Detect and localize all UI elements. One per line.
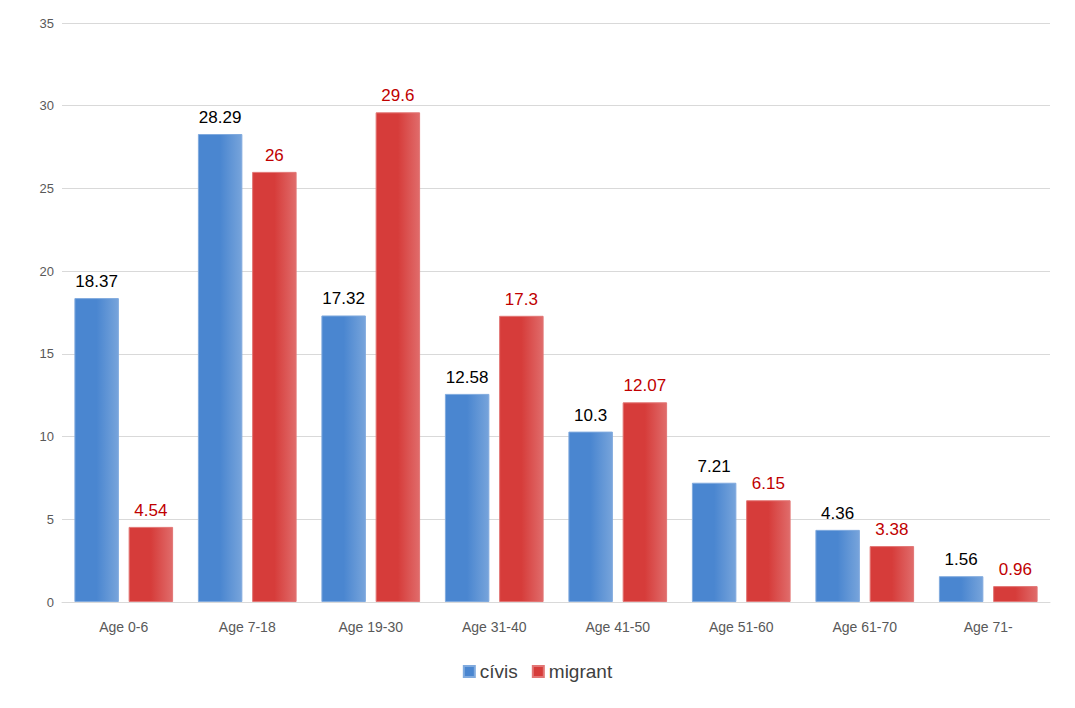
svg-text:20: 20 [40,264,54,279]
svg-text:5: 5 [47,512,54,527]
svg-text:migrant: migrant [549,661,613,682]
svg-text:35: 35 [40,16,54,31]
svg-text:15: 15 [40,346,54,361]
svg-text:Age 51-60: Age 51-60 [709,619,774,635]
svg-text:Age 0-6: Age 0-6 [99,619,148,635]
svg-text:10: 10 [40,429,54,444]
svg-text:Age 31-40: Age 31-40 [462,619,527,635]
svg-text:17.32: 17.32 [322,289,365,308]
svg-text:0: 0 [47,595,54,610]
svg-text:3.38: 3.38 [875,520,908,539]
svg-text:1.56: 1.56 [945,550,978,569]
svg-text:17.3: 17.3 [505,290,538,309]
svg-text:4.36: 4.36 [821,504,854,523]
svg-text:Age 7-18: Age 7-18 [219,619,276,635]
svg-text:12.07: 12.07 [624,376,667,395]
svg-text:0.96: 0.96 [999,560,1032,579]
svg-text:Age 19-30: Age 19-30 [338,619,403,635]
svg-text:10.3: 10.3 [574,406,607,425]
svg-text:6.15: 6.15 [752,474,785,493]
svg-text:18.37: 18.37 [75,272,118,291]
svg-text:Age 41-50: Age 41-50 [585,619,650,635]
svg-text:29.6: 29.6 [381,86,414,105]
svg-text:30: 30 [40,98,54,113]
svg-text:7.21: 7.21 [698,457,731,476]
svg-text:26: 26 [265,146,284,165]
svg-text:Age 61-70: Age 61-70 [832,619,897,635]
svg-text:Age 71-: Age 71- [964,619,1013,635]
svg-text:12.58: 12.58 [446,368,489,387]
svg-text:4.54: 4.54 [134,501,167,520]
svg-text:25: 25 [40,181,54,196]
svg-text:28.29: 28.29 [199,108,242,127]
svg-text:cívis: cívis [480,661,518,682]
